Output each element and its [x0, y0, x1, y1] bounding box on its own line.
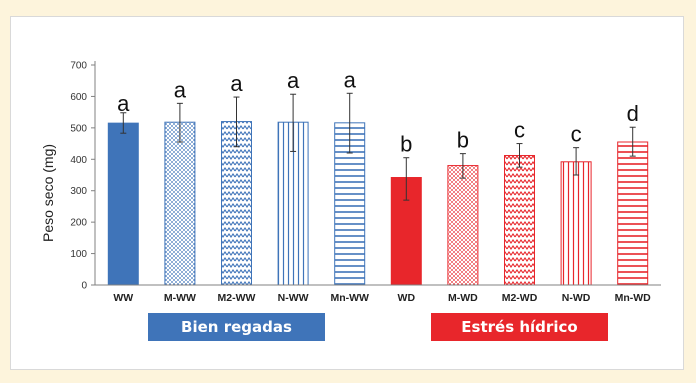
bar-mn-wd [617, 141, 649, 286]
x-tick-label: M-WW [164, 292, 196, 304]
bar-ww [107, 122, 139, 286]
group-label-water-stress: Estrés hídrico [431, 313, 608, 341]
x-tick-label: Mn-WW [330, 292, 369, 304]
x-tick-label: M2-WD [502, 292, 538, 304]
significance-letter: a [344, 67, 357, 92]
x-tick-label: WW [113, 292, 133, 304]
significance-letter: c [514, 118, 525, 143]
significance-letter: b [457, 128, 469, 153]
significance-letter: d [627, 101, 639, 126]
significance-letter: a [117, 91, 130, 116]
group-label-watered: Bien regadas [148, 313, 325, 341]
significance-letter: a [230, 71, 243, 96]
y-axis-label: Peso seco (mg) [40, 144, 56, 242]
y-tick-label: 200 [70, 218, 87, 229]
y-tick-label: 700 [70, 61, 87, 72]
bar-n-wd [560, 161, 592, 286]
y-tick-label: 400 [70, 155, 87, 166]
x-tick-label: WD [398, 292, 416, 304]
x-tick-label: M2-WW [218, 292, 256, 304]
significance-letter: a [287, 68, 300, 93]
significance-letter: b [400, 132, 412, 157]
y-tick-label: 300 [70, 186, 87, 197]
y-tick-label: 600 [70, 92, 87, 103]
bar-wd [390, 177, 422, 286]
chart-panel: 0 100 200 300 400 500 600 700 a a a a a b b c c d WW M-WW… [10, 16, 684, 370]
x-axis: WW M-WW M2-WW N-WW Mn-WW WD M-WD M2-WD N-WD Mn-WD [95, 284, 661, 304]
y-tick-label: 0 [81, 281, 87, 292]
x-tick-label: M-WD [448, 292, 478, 304]
x-tick-label: N-WW [278, 292, 309, 304]
significance-letter: a [174, 77, 187, 102]
significance-letter: c [571, 122, 582, 147]
bars: a a a a a b b c c d [107, 67, 649, 286]
bar-m-ww [164, 121, 196, 286]
x-tick-label: N-WD [562, 292, 591, 304]
bar-m2-wd [504, 155, 535, 286]
bar-m-wd [447, 165, 479, 286]
y-axis: 0 100 200 300 400 500 600 700 [70, 61, 96, 292]
x-tick-label: Mn-WD [615, 292, 652, 304]
y-tick-label: 100 [70, 249, 87, 260]
bar-chart: 0 100 200 300 400 500 600 700 a a a a a b b c c d WW M-WW… [40, 61, 661, 304]
y-tick-label: 500 [70, 123, 87, 134]
